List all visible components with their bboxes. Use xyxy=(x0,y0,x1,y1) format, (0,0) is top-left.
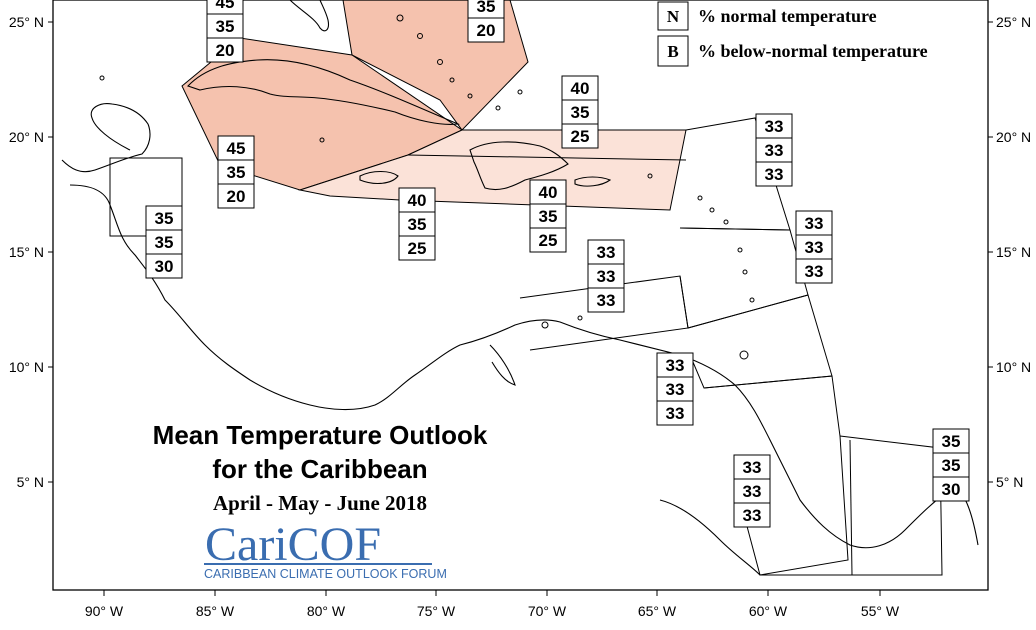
prob-value-caribbean-sea: 33 xyxy=(597,267,616,286)
prob-value-jamaica: 25 xyxy=(408,239,427,258)
lon-tick-label: 70° W xyxy=(528,603,567,619)
prob-value-cuba: 35 xyxy=(227,163,246,182)
lat-tick-label-left: 25° N xyxy=(9,14,44,30)
prob-value-guyana: 33 xyxy=(743,506,762,525)
prob-value-bahamas-north: 20 xyxy=(216,41,235,60)
prob-value-trinidad: 33 xyxy=(666,380,685,399)
prob-value-caribbean-sea: 33 xyxy=(597,291,616,310)
prob-value-jamaica: 40 xyxy=(408,191,427,210)
prob-value-puerto-rico: 25 xyxy=(571,127,590,146)
prob-value-french-guiana: 35 xyxy=(942,432,961,451)
lat-tick-label-right: 5° N xyxy=(996,474,1023,490)
lat-tick-label-left: 15° N xyxy=(9,244,44,260)
prob-value-leeward-islands: 33 xyxy=(765,165,784,184)
zone-greater-antilles-shade xyxy=(298,129,687,211)
lon-tick-label: 60° W xyxy=(749,603,788,619)
legend-text-below: % below-normal temperature xyxy=(698,41,928,61)
prob-value-hispaniola: 25 xyxy=(539,231,558,250)
prob-value-puerto-rico: 40 xyxy=(571,79,590,98)
lat-tick-label-right: 20° N xyxy=(996,129,1031,145)
lat-tick-label-right: 15° N xyxy=(996,244,1031,260)
lon-tick-label: 80° W xyxy=(307,603,346,619)
lat-tick-label-right: 25° N xyxy=(996,14,1031,30)
prob-value-guyana: 33 xyxy=(743,482,762,501)
lat-tick-label-left: 10° N xyxy=(9,359,44,375)
legend-text-normal: % normal temperature xyxy=(698,6,877,26)
prob-value-cuba: 20 xyxy=(227,187,246,206)
prob-value-bahamas-south: 35 xyxy=(477,0,496,16)
prob-value-jamaica: 35 xyxy=(408,215,427,234)
zone-outlines xyxy=(109,117,943,576)
lon-tick-label: 90° W xyxy=(85,603,124,619)
prob-value-belize: 35 xyxy=(155,233,174,252)
map-title-line1: Mean Temperature Outlook xyxy=(153,420,488,450)
prob-value-hispaniola: 35 xyxy=(539,207,558,226)
prob-value-leeward-islands: 33 xyxy=(765,141,784,160)
prob-value-caribbean-sea: 33 xyxy=(597,243,616,262)
legend: N % normal temperature B % below-normal … xyxy=(657,1,928,67)
map-title-line2: for the Caribbean xyxy=(212,454,427,484)
axis-ticks: 25° N 25° N 20° N 20° N 15° N 15° N 10° N 10° N… xyxy=(9,14,1031,619)
lon-tick-label: 65° W xyxy=(638,603,677,619)
legend-key-below: B xyxy=(667,42,678,61)
prob-value-belize: 35 xyxy=(155,209,174,228)
map-frame xyxy=(52,0,989,591)
lat-tick-label-right: 10° N xyxy=(996,359,1031,375)
prob-value-windward-islands: 33 xyxy=(805,262,824,281)
prob-value-trinidad: 33 xyxy=(666,404,685,423)
prob-value-bahamas-north: 35 xyxy=(216,17,235,36)
lon-tick-label: 75° W xyxy=(417,603,456,619)
prob-value-french-guiana: 30 xyxy=(942,480,961,499)
forecast-period: April - May - June 2018 xyxy=(213,491,427,515)
prob-value-guyana: 33 xyxy=(743,458,762,477)
lon-tick-label: 85° W xyxy=(196,603,235,619)
prob-value-leeward-islands: 33 xyxy=(765,117,784,136)
prob-value-trinidad: 33 xyxy=(666,356,685,375)
prob-value-windward-islands: 33 xyxy=(805,238,824,257)
lat-tick-label-left: 5° N xyxy=(17,474,44,490)
prob-value-french-guiana: 35 xyxy=(942,456,961,475)
lat-tick-label-left: 20° N xyxy=(9,129,44,145)
caricof-logo: CariCOF CARIBBEAN CLIMATE OUTLOOK FORUM xyxy=(204,518,447,581)
prob-value-bahamas-north: 45 xyxy=(216,0,235,12)
prob-value-bahamas-south: 20 xyxy=(477,21,496,40)
prob-value-hispaniola: 40 xyxy=(539,183,558,202)
logo-wordmark: CariCOF xyxy=(205,518,381,571)
prob-value-belize: 30 xyxy=(155,257,174,276)
probability-boxes: 45 35 20 35 20 45 35 20 35 35 30 40 35 25 40 35 25 40 35 25… xyxy=(145,0,970,528)
lon-tick-label: 55° W xyxy=(861,603,900,619)
prob-value-puerto-rico: 35 xyxy=(571,103,590,122)
coastlines xyxy=(61,0,979,576)
legend-key-normal: N xyxy=(667,7,680,26)
prob-value-cuba: 45 xyxy=(227,139,246,158)
logo-tagline: CARIBBEAN CLIMATE OUTLOOK FORUM xyxy=(204,567,447,581)
prob-value-windward-islands: 33 xyxy=(805,214,824,233)
